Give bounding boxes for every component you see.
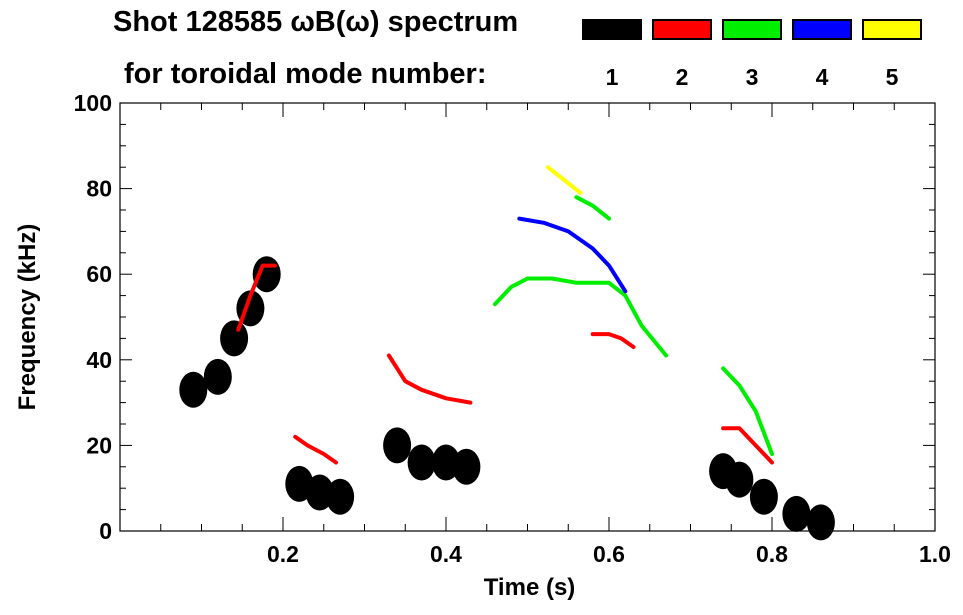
x-tick-label: 0.8 xyxy=(756,541,788,567)
mode-1-burst xyxy=(725,461,754,498)
x-axis-label: Time (s) xyxy=(484,574,576,601)
legend-swatch-mode-5 xyxy=(862,19,922,40)
mode-3-trace xyxy=(574,195,611,221)
legend-label-mode-1: 1 xyxy=(605,64,619,90)
mode-1-burst xyxy=(749,478,778,515)
x-tick-label: 0.6 xyxy=(593,541,625,567)
mode-1-burst xyxy=(407,444,436,481)
mode-1-burst xyxy=(383,427,412,464)
mode-1-burst xyxy=(782,495,811,532)
legend-swatch-mode-2 xyxy=(652,19,712,40)
legend-swatch-mode-4 xyxy=(792,19,852,40)
mode-1-burst xyxy=(220,320,249,357)
mode-2-trace xyxy=(721,426,774,465)
mode-2-trace xyxy=(590,332,636,349)
mode-1-burst xyxy=(203,358,232,395)
legend-label-mode-2: 2 xyxy=(675,64,689,90)
mode-5-trace xyxy=(545,165,583,195)
y-tick-label: 100 xyxy=(74,90,112,116)
mode-3-trace xyxy=(721,366,774,456)
mode-1-burst xyxy=(452,448,481,485)
y-tick-label: 80 xyxy=(86,176,112,202)
y-tick-label: 0 xyxy=(99,518,112,544)
legend-swatch-mode-1 xyxy=(582,19,642,40)
mode-1-burst xyxy=(326,478,355,515)
mode-1-burst xyxy=(806,504,835,541)
chart-title-line1: Shot 128585 ωB(ω) spectrum xyxy=(113,6,519,38)
legend-swatch-mode-3 xyxy=(722,19,782,40)
legend-label-mode-5: 5 xyxy=(885,64,899,90)
mode-2-trace xyxy=(236,263,277,332)
mode-2-trace xyxy=(293,434,338,465)
y-tick-label: 20 xyxy=(86,432,112,458)
legend-label-mode-4: 4 xyxy=(815,64,829,90)
mode-1-burst xyxy=(179,371,208,408)
x-tick-label: 0.2 xyxy=(267,541,299,567)
spectrogram-data xyxy=(179,165,835,541)
mode-2-trace xyxy=(386,353,473,405)
mode-1-burst xyxy=(252,256,281,293)
mode-4-trace xyxy=(517,216,628,294)
x-tick-label: 1.0 xyxy=(919,541,951,567)
mode-3-trace xyxy=(492,276,669,358)
x-tick-label: 0.4 xyxy=(430,541,462,567)
y-tick-label: 40 xyxy=(86,347,112,373)
y-axis-label: Frequency (kHz) xyxy=(14,224,41,411)
legend-label-mode-3: 3 xyxy=(745,64,759,90)
chart-title-line2: for toroidal mode number: xyxy=(124,58,487,90)
y-tick-label: 60 xyxy=(86,261,112,287)
